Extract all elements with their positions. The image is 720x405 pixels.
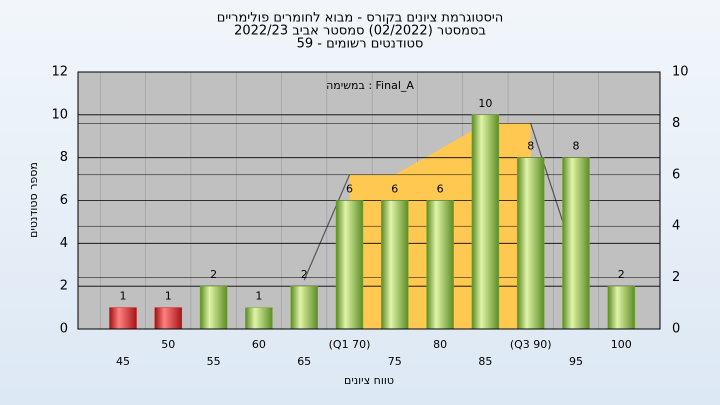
y-tick-label: 6	[60, 193, 68, 208]
x-tick-label: 45	[116, 355, 130, 368]
value-label: 2	[210, 268, 217, 281]
value-label: 2	[618, 268, 625, 281]
x-tick-label: 50	[161, 338, 175, 351]
bar	[426, 200, 454, 330]
bar	[154, 307, 183, 330]
y2-tick-label: 6	[672, 167, 680, 182]
x-axis-label: טווח ציונים	[344, 374, 394, 387]
y-axis-label: מספר סטודנטים	[27, 162, 40, 238]
y-tick-label: 4	[60, 236, 68, 251]
bar	[562, 157, 590, 330]
title-line: סטודנטים רשומים - 59	[297, 37, 424, 52]
y2-tick-label: 10	[672, 65, 689, 80]
x-tick-label: (Q1 70)	[329, 338, 371, 351]
bar	[199, 285, 228, 330]
x-tick-label: (Q3 90)	[510, 338, 552, 351]
value-label: 2	[301, 268, 308, 281]
x-tick-label: 85	[478, 355, 492, 368]
bar	[381, 200, 409, 330]
bar	[335, 200, 364, 330]
value-label: 6	[346, 183, 353, 196]
x-tick-label: 75	[388, 355, 402, 368]
y2-tick-label: 4	[672, 219, 680, 234]
value-label: 1	[165, 290, 172, 303]
value-label: 8	[527, 140, 534, 153]
bar	[109, 307, 137, 330]
x-tick-label: 60	[252, 338, 266, 351]
value-label: 1	[120, 290, 127, 303]
y-tick-label: 10	[51, 107, 68, 122]
bar	[516, 157, 545, 330]
annotation: במשימה : Final_A	[326, 79, 414, 92]
y-tick-label: 0	[60, 322, 68, 337]
y-tick-label: 8	[60, 150, 68, 165]
y2-tick-label: 8	[672, 116, 680, 131]
x-tick-label: 55	[207, 355, 221, 368]
x-tick-label: 80	[433, 338, 447, 351]
title-line: היסטוגרמת ציונים בקורס - מבוא לחומרים פו…	[217, 11, 504, 26]
value-label: 6	[437, 183, 444, 196]
title-line: בסמסטר (02/2022) סמסטר אביב 2022/23	[234, 24, 486, 39]
x-tick-label: 65	[297, 355, 311, 368]
value-label: 1	[255, 290, 262, 303]
plot-border	[77, 71, 661, 330]
bar	[290, 285, 318, 330]
value-label: 8	[573, 140, 580, 153]
bar	[245, 307, 273, 330]
x-tick-label: 100	[611, 338, 632, 351]
curve	[303, 174, 351, 281]
x-tick-label: 95	[569, 355, 583, 368]
y-tick-label: 2	[60, 279, 68, 294]
bar	[607, 285, 636, 330]
y2-tick-label: 2	[672, 270, 680, 285]
bar	[471, 114, 500, 330]
y2-tick-label: 0	[672, 322, 680, 337]
y-tick-label: 12	[51, 65, 68, 80]
value-label: 10	[478, 97, 492, 110]
value-label: 6	[391, 183, 398, 196]
